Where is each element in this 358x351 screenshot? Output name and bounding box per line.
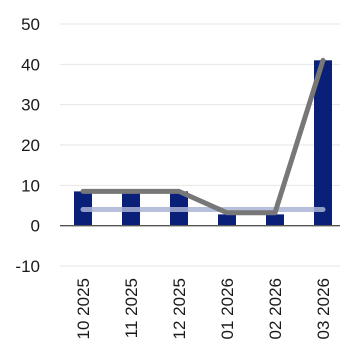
y-tick-label: 20	[21, 136, 40, 155]
y-tick-label: 50	[21, 15, 40, 34]
x-tick-label: 01 2026	[218, 278, 237, 339]
bar-series	[74, 60, 332, 226]
x-tick-label: 11 2025	[122, 278, 141, 338]
y-tick-label: 0	[31, 217, 40, 236]
x-tick-label: 03 2026	[314, 278, 333, 339]
series-line	[80, 57, 326, 216]
y-tick-label: 10	[21, 176, 40, 195]
y-axis-ticks: -10 0 10 20 30 40 50	[15, 15, 40, 276]
bar	[314, 60, 332, 226]
line-series	[80, 57, 326, 216]
y-tick-label: 30	[21, 96, 40, 115]
x-axis-ticks: 10 2025 11 2025 12 2025 01 2026 02 2026 03 20…	[74, 278, 333, 339]
y-tick-label: 40	[21, 55, 40, 74]
x-tick-label: 12 2025	[170, 278, 189, 339]
x-tick-label: 10 2025	[74, 278, 93, 339]
x-tick-label: 02 2026	[266, 278, 285, 339]
y-tick-label: -10	[15, 257, 40, 276]
bar	[218, 214, 236, 226]
gridlines	[60, 23, 340, 267]
bar	[266, 214, 284, 226]
